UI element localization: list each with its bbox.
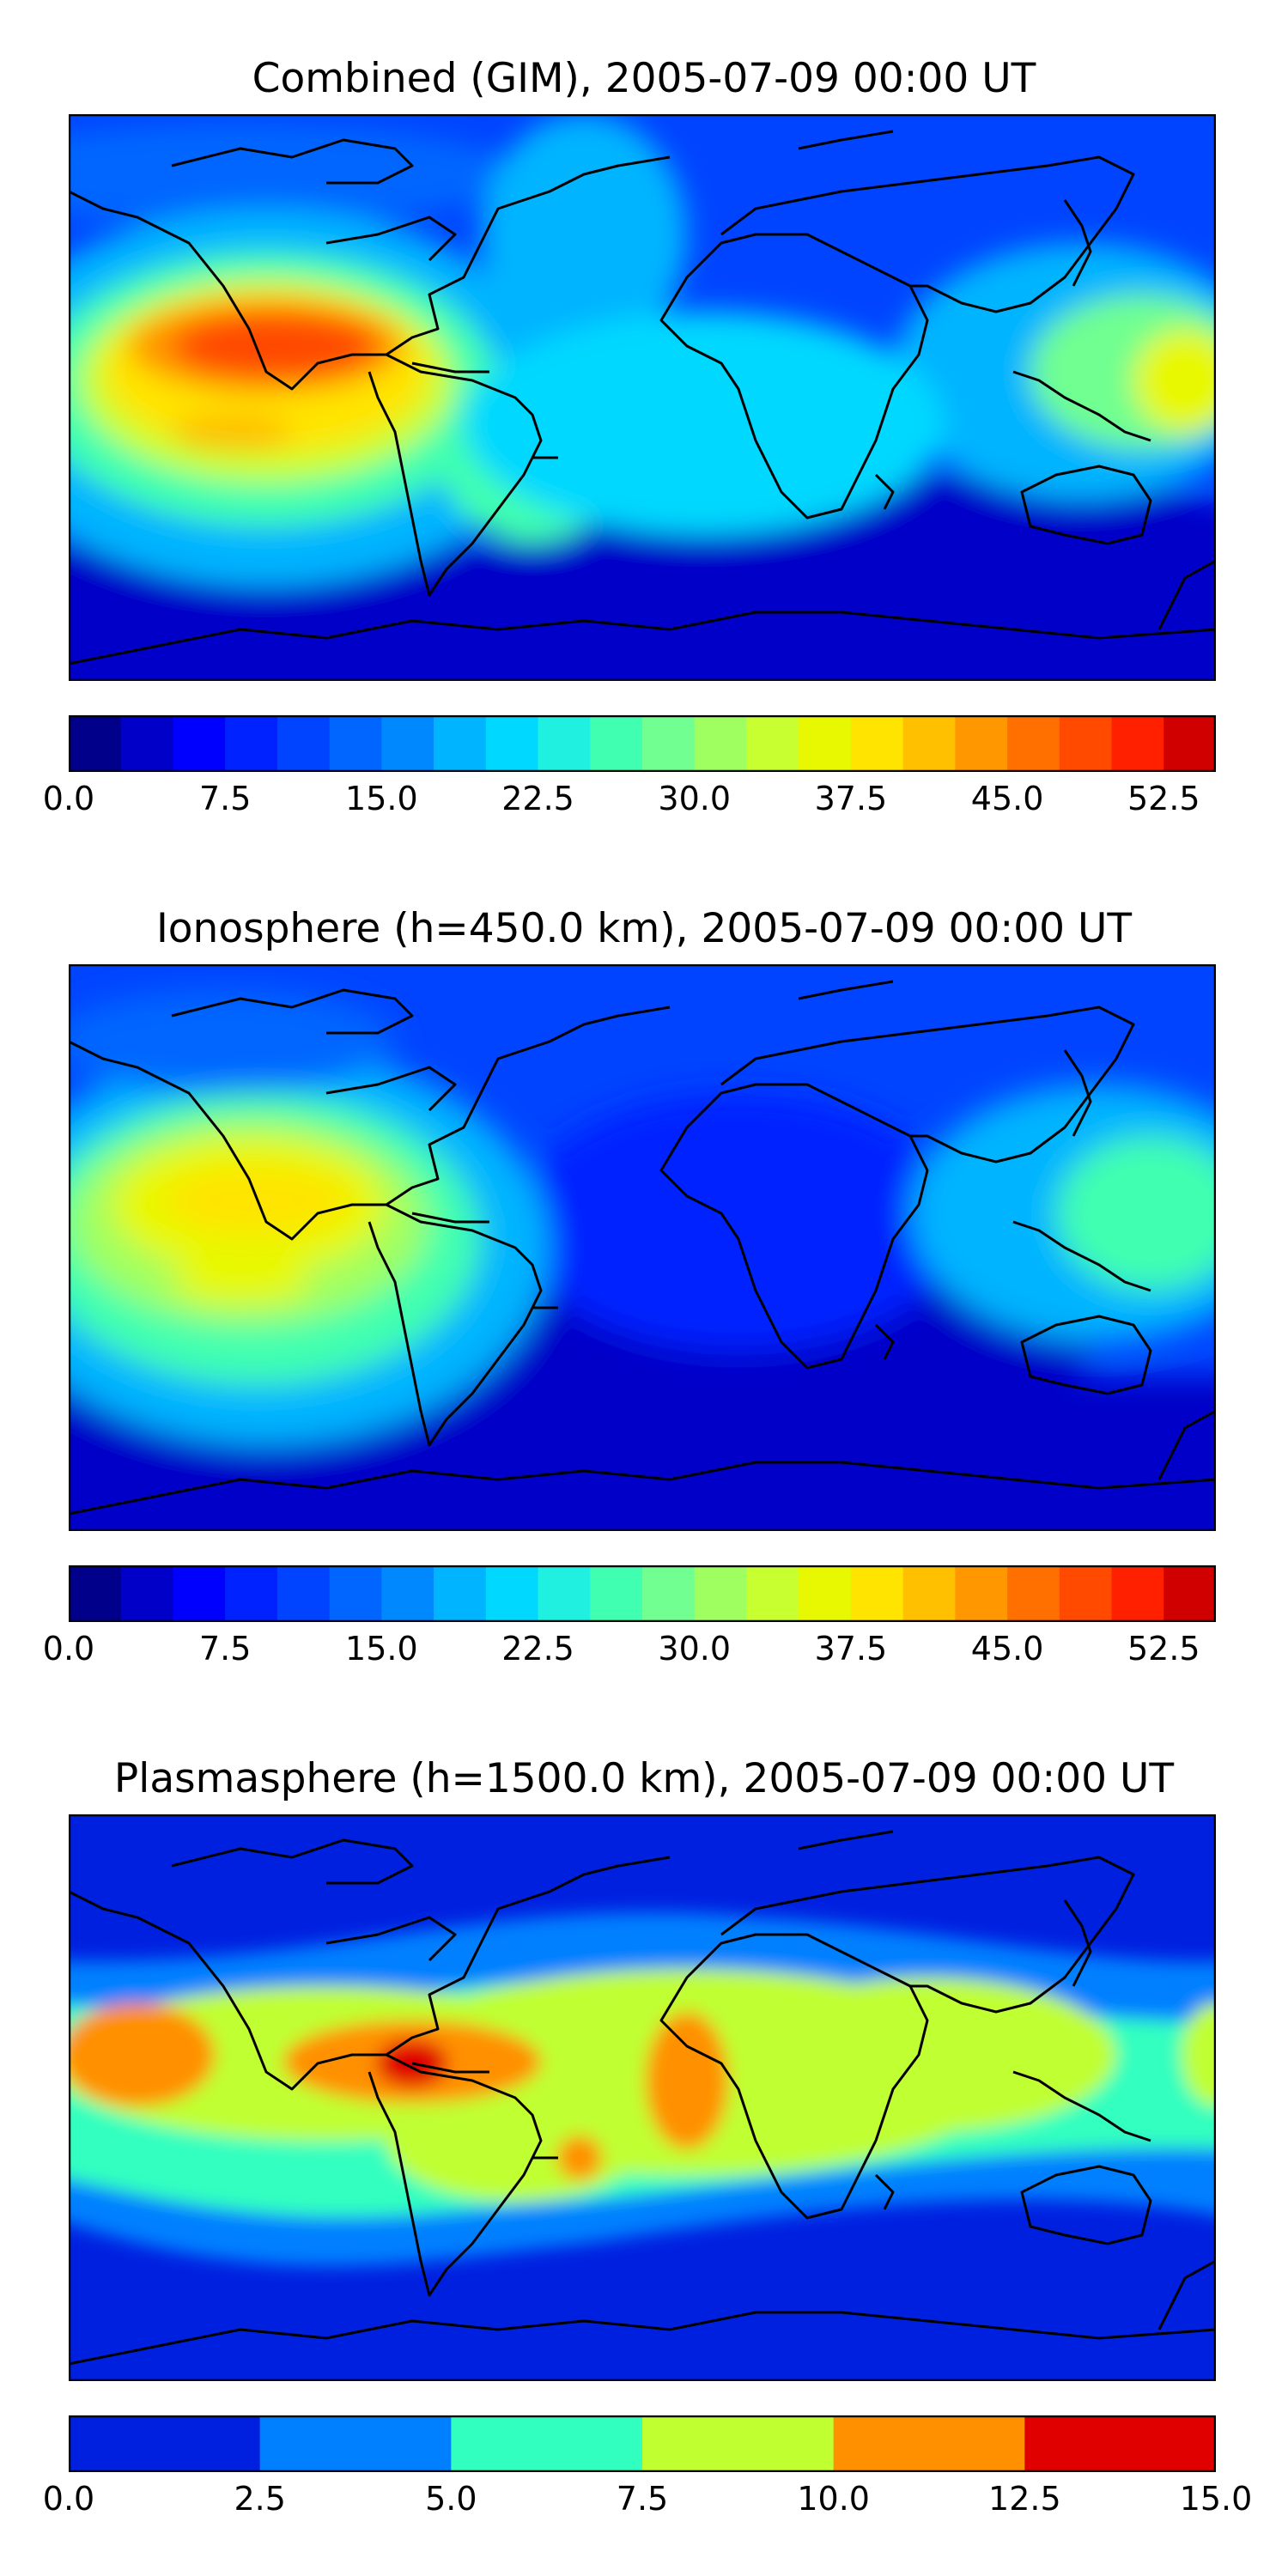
coastlines	[69, 980, 1216, 1516]
coastlines	[69, 1830, 1216, 2366]
colorbar-segment	[1007, 715, 1060, 772]
colorbar-segment	[485, 715, 539, 772]
colorbar-segment	[1163, 715, 1216, 772]
colorbar-tick-label: 22.5	[501, 1630, 574, 1668]
colorbar-tick-label: 45.0	[970, 1630, 1044, 1668]
colorbar-segment	[120, 1565, 173, 1622]
colorbar-tick-label: 12.5	[988, 2480, 1061, 2518]
colorbar-tick-label: 15.0	[1179, 2480, 1253, 2518]
panel-title-plasmasphere: Plasmasphere (h=1500.0 km), 2005-07-09 0…	[113, 1755, 1175, 1802]
panel-title-combined: Combined (GIM), 2005-07-09 00:00 UT	[252, 55, 1036, 102]
colorbar-segment	[694, 715, 747, 772]
colorbar-tick-label: 30.0	[658, 1630, 732, 1668]
colorbar-frame	[69, 715, 1216, 772]
colorbar-tick-label: 15.0	[345, 1630, 418, 1668]
colorbar-segment	[1059, 1565, 1113, 1622]
map-combined	[69, 114, 1216, 681]
colorbar-segment	[434, 715, 487, 772]
colorbar-tick-label: 7.5	[198, 780, 252, 817]
colorbar-segment	[1111, 1565, 1164, 1622]
colorbar-tick-label: 0.0	[42, 1630, 95, 1668]
colorbar-segment	[276, 1565, 331, 1622]
colorbar-segment	[694, 1565, 747, 1622]
colorbar-segment	[590, 1565, 643, 1622]
colorbar-tick-label: 7.5	[616, 2480, 669, 2518]
colorbar-tick-label: 0.0	[42, 2480, 95, 2518]
colorbar-segment	[955, 1565, 1008, 1622]
colorbar-tick-label: 7.5	[198, 1630, 252, 1668]
colorbar-segment	[329, 715, 382, 772]
colorbar-segment	[538, 1565, 591, 1622]
coastlines	[69, 130, 1216, 665]
colorbar-segment	[1007, 1565, 1060, 1622]
colorbar-tick-label: 10.0	[797, 2480, 870, 2518]
colorbar-tick-label: 52.5	[1127, 780, 1200, 817]
colorbar-segment	[381, 1565, 434, 1622]
colorbar-tick-label: 52.5	[1127, 1630, 1200, 1668]
colorbar-segment	[746, 715, 799, 772]
colorbar-segment	[434, 1565, 487, 1622]
colorbar-segment	[955, 715, 1008, 772]
colorbar-segment	[276, 715, 331, 772]
colorbar-tick-label: 37.5	[814, 780, 888, 817]
colorbar-segment	[642, 715, 696, 772]
colorbar-segment	[799, 1565, 852, 1622]
colorbar-segment	[120, 715, 173, 772]
colorbar-segment	[1024, 2415, 1216, 2472]
colorbar-tick-label: 5.0	[425, 2480, 477, 2518]
colorbar-segment	[225, 1565, 278, 1622]
colorbar-segment	[69, 2415, 261, 2472]
colorbar-segment	[902, 1565, 956, 1622]
colorbar-tick-label: 37.5	[814, 1630, 888, 1668]
colorbar-segment	[642, 1565, 696, 1622]
colorbar-tick-label: 15.0	[345, 780, 418, 817]
colorbar-segment	[850, 1565, 904, 1622]
colorbar-tick-label: 30.0	[658, 780, 732, 817]
colorbar-tick-label: 45.0	[970, 780, 1044, 817]
colorbar-segment	[799, 715, 852, 772]
colorbar-segment	[642, 2415, 835, 2472]
colorbar-segment	[1163, 1565, 1216, 1622]
colorbar-segment	[538, 715, 591, 772]
colorbar-segment	[259, 2415, 452, 2472]
colorbar-segment	[485, 1565, 539, 1622]
colorbar-plasmasphere	[69, 2415, 1216, 2472]
colorbar-segment	[381, 715, 434, 772]
colorbar-ionosphere	[69, 1565, 1216, 1622]
colorbar-segment	[173, 1565, 226, 1622]
colorbar-segment	[69, 1565, 122, 1622]
colorbar-segment	[1111, 715, 1164, 772]
map-plasmasphere	[69, 1814, 1216, 2381]
panel-title-ionosphere: Ionosphere (h=450.0 km), 2005-07-09 00:0…	[155, 905, 1133, 952]
colorbar-segment	[329, 1565, 382, 1622]
colorbar-segment	[1059, 715, 1113, 772]
colorbar-tick-label: 2.5	[234, 2480, 286, 2518]
colorbar-segment	[225, 715, 278, 772]
colorbar-segment	[173, 715, 226, 772]
colorbar-segment	[902, 715, 956, 772]
colorbar-segment	[850, 715, 904, 772]
colorbar-segment	[833, 2415, 1025, 2472]
colorbar-segment	[746, 1565, 799, 1622]
colorbar-segment	[69, 715, 122, 772]
colorbar-combined	[69, 715, 1216, 772]
colorbar-tick-label: 0.0	[42, 780, 95, 817]
map-ionosphere	[69, 964, 1216, 1531]
colorbar-segment	[590, 715, 643, 772]
colorbar-frame	[69, 1565, 1216, 1622]
colorbar-segment	[451, 2415, 643, 2472]
colorbar-tick-label: 22.5	[501, 780, 574, 817]
colorbar-frame	[69, 2415, 1216, 2472]
